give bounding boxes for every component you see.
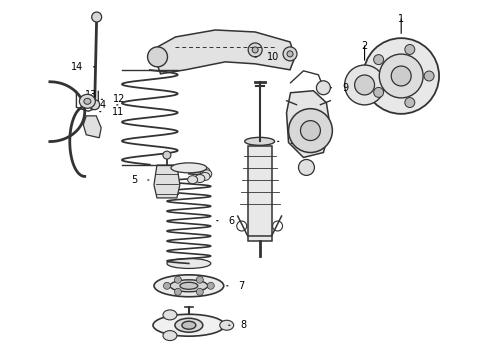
Circle shape <box>164 282 171 289</box>
Circle shape <box>174 276 181 283</box>
Circle shape <box>248 43 262 57</box>
Circle shape <box>92 12 101 22</box>
Circle shape <box>300 121 320 140</box>
Ellipse shape <box>180 282 198 289</box>
Ellipse shape <box>202 170 212 178</box>
Text: 8: 8 <box>241 320 247 330</box>
FancyBboxPatch shape <box>247 146 271 241</box>
Ellipse shape <box>175 318 203 332</box>
Ellipse shape <box>220 320 234 330</box>
Polygon shape <box>154 165 180 198</box>
Ellipse shape <box>84 98 91 104</box>
Ellipse shape <box>171 163 207 173</box>
Ellipse shape <box>153 314 225 336</box>
Ellipse shape <box>200 172 210 180</box>
Text: 7: 7 <box>239 281 245 291</box>
Circle shape <box>374 87 384 97</box>
Ellipse shape <box>188 176 197 184</box>
Text: 1: 1 <box>398 14 404 24</box>
Ellipse shape <box>182 321 196 329</box>
Text: 9: 9 <box>343 83 348 93</box>
Circle shape <box>207 282 214 289</box>
Circle shape <box>391 66 411 86</box>
Circle shape <box>90 100 99 110</box>
Ellipse shape <box>188 164 197 172</box>
Circle shape <box>344 65 385 105</box>
Ellipse shape <box>200 167 210 175</box>
Circle shape <box>355 75 374 95</box>
Circle shape <box>163 151 171 159</box>
Circle shape <box>405 98 415 108</box>
Ellipse shape <box>245 138 274 145</box>
Polygon shape <box>155 30 295 74</box>
Circle shape <box>364 38 439 114</box>
Circle shape <box>298 159 315 175</box>
Circle shape <box>405 45 415 54</box>
Ellipse shape <box>79 94 96 108</box>
Text: 6: 6 <box>229 216 235 226</box>
Text: 5: 5 <box>131 175 137 185</box>
Circle shape <box>379 54 423 98</box>
Circle shape <box>317 81 330 95</box>
Circle shape <box>287 51 293 57</box>
Text: 2: 2 <box>362 41 368 51</box>
Text: 11: 11 <box>112 107 124 117</box>
Text: 3: 3 <box>290 136 295 147</box>
Text: 10: 10 <box>267 52 279 62</box>
Circle shape <box>196 288 203 295</box>
Circle shape <box>283 47 297 61</box>
Ellipse shape <box>167 258 211 269</box>
Text: 13: 13 <box>85 90 98 100</box>
Text: 14: 14 <box>71 62 83 72</box>
Circle shape <box>289 109 332 153</box>
Ellipse shape <box>163 310 177 320</box>
Ellipse shape <box>163 330 177 341</box>
Polygon shape <box>287 91 330 157</box>
Polygon shape <box>83 116 101 138</box>
Text: 4: 4 <box>100 100 106 110</box>
Ellipse shape <box>154 275 224 297</box>
Ellipse shape <box>195 165 205 173</box>
Circle shape <box>252 47 258 53</box>
Ellipse shape <box>170 280 208 292</box>
Circle shape <box>174 288 181 295</box>
Circle shape <box>147 47 168 67</box>
Circle shape <box>196 276 203 283</box>
Circle shape <box>374 55 384 64</box>
Ellipse shape <box>195 175 205 183</box>
Text: 12: 12 <box>113 94 125 104</box>
Circle shape <box>424 71 434 81</box>
